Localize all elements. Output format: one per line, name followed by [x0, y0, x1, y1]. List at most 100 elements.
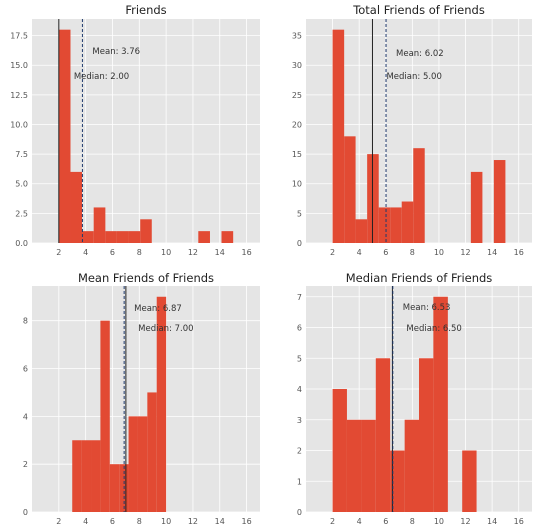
mean-friends-of-friends-bar — [137, 416, 148, 512]
total-friends-of-friends-mean-annotation: Mean: 6.02 — [396, 49, 444, 59]
median-friends-of-friends-y-tick-label: 4 — [297, 385, 302, 394]
total-friends-of-friends-x-tick-label: 12 — [460, 248, 470, 257]
friends-histogram-panel: Mean: 3.76 Median: 2.00 2 4 6 8 10 12 14 16 0.0 2.5… — [10, 3, 260, 257]
friends-y-tick-label: 10.0 — [10, 120, 28, 129]
total-friends-of-friends-x-tick-label: 16 — [514, 248, 524, 257]
mean-friends-of-friends-bar — [72, 440, 82, 512]
mean-friends-of-friends-x-tick-label: 4 — [83, 517, 88, 526]
friends-y-tick-label: 17.5 — [10, 32, 28, 41]
median-friends-of-friends-bar — [361, 419, 376, 512]
total-friends-of-friends-y-tick-label: 0 — [297, 239, 302, 248]
median-friends-of-friends-chart-title: Median Friends of Friends — [346, 271, 493, 285]
mean-friends-of-friends-y-tick-label: 8 — [23, 317, 28, 326]
total-friends-of-friends-x-tick-label: 14 — [487, 248, 497, 257]
total-friends-of-friends-bar — [470, 171, 483, 243]
median-friends-of-friends-bar — [332, 389, 347, 512]
median-friends-of-friends-y-tick-label: 3 — [297, 416, 302, 425]
mean-friends-of-friends-bar — [156, 296, 167, 512]
total-friends-of-friends-bar — [493, 160, 506, 243]
total-friends-of-friends-y-tick-label: 15 — [292, 150, 302, 159]
friends-bar — [70, 171, 83, 243]
mean-friends-of-friends-x-tick-label: 8 — [137, 517, 142, 526]
median-friends-of-friends-y-tick-label: 5 — [297, 354, 302, 363]
mean-friends-of-friends-chart-title: Mean Friends of Friends — [78, 271, 214, 285]
friends-x-tick-label: 14 — [215, 248, 225, 257]
median-friends-of-friends-bar — [462, 450, 477, 512]
mean-friends-of-friends-bar — [147, 392, 157, 512]
friends-bar — [105, 231, 117, 243]
total-friends-of-friends-bar — [378, 207, 391, 243]
friends-y-tick-label: 0.0 — [15, 239, 28, 248]
friends-y-tick-label: 5.0 — [15, 180, 28, 189]
mean-friends-of-friends-y-tick-label: 4 — [23, 412, 28, 421]
total-friends-of-friends-bar — [390, 207, 402, 243]
friends-x-tick-label: 8 — [137, 248, 142, 257]
total-friends-of-friends-histogram-panel: Mean: 6.02 Median: 5.00 2 4 6 8 10 12 14 16 0 5 10 15… — [292, 3, 532, 257]
median-friends-of-friends-x-tick-label: 8 — [410, 517, 415, 526]
mean-friends-of-friends-x-tick-label: 16 — [241, 517, 251, 526]
median-friends-of-friends-y-tick-label: 7 — [297, 293, 302, 302]
friends-bar — [58, 29, 71, 243]
friends-bar — [140, 219, 152, 243]
median-friends-of-friends-mean-annotation: Mean: 6.53 — [403, 303, 451, 313]
total-friends-of-friends-bar — [344, 136, 356, 243]
median-friends-of-friends-bar — [404, 419, 419, 512]
mean-friends-of-friends-bar — [109, 464, 120, 512]
friends-chart-title: Friends — [125, 3, 166, 17]
median-friends-of-friends-x-tick-label: 16 — [514, 517, 524, 526]
mean-friends-of-friends-y-tick-label: 2 — [23, 460, 28, 469]
mean-friends-of-friends-bar — [128, 416, 138, 512]
total-friends-of-friends-bar — [413, 148, 425, 243]
total-friends-of-friends-chart-title: Total Friends of Friends — [352, 3, 485, 17]
mean-friends-of-friends-bar — [81, 440, 92, 512]
total-friends-of-friends-y-tick-label: 25 — [292, 91, 302, 100]
friends-mean-annotation: Mean: 3.76 — [92, 47, 140, 57]
total-friends-of-friends-y-tick-label: 30 — [292, 61, 302, 70]
total-friends-of-friends-x-tick-label: 2 — [330, 248, 335, 257]
median-friends-of-friends-x-tick-label: 10 — [434, 517, 444, 526]
mean-friends-of-friends-bar — [91, 440, 101, 512]
total-friends-of-friends-y-tick-label: 20 — [292, 120, 302, 129]
total-friends-of-friends-y-tick-label: 10 — [292, 180, 302, 189]
friends-x-tick-label: 12 — [188, 248, 198, 257]
total-friends-of-friends-x-tick-label: 10 — [434, 248, 444, 257]
friends-median-annotation: Median: 2.00 — [74, 72, 129, 82]
median-friends-of-friends-bar — [419, 358, 434, 512]
friends-y-tick-label: 12.5 — [10, 91, 28, 100]
total-friends-of-friends-bar — [401, 201, 414, 243]
friends-bar — [128, 231, 141, 243]
mean-friends-of-friends-x-tick-label: 10 — [161, 517, 171, 526]
median-friends-of-friends-y-tick-label: 1 — [297, 477, 302, 486]
median-friends-of-friends-bar — [390, 450, 405, 512]
median-friends-of-friends-x-tick-label: 6 — [383, 517, 388, 526]
mean-friends-of-friends-y-tick-label: 0 — [23, 508, 28, 517]
friends-y-tick-label: 7.5 — [15, 150, 28, 159]
mean-friends-of-friends-median-annotation: Median: 7.00 — [138, 324, 193, 334]
mean-friends-of-friends-x-tick-label: 14 — [215, 517, 225, 526]
median-friends-of-friends-y-tick-label: 6 — [297, 324, 302, 333]
mean-friends-of-friends-x-tick-label: 2 — [56, 517, 61, 526]
total-friends-of-friends-y-tick-label: 5 — [297, 209, 302, 218]
friends-bar — [198, 231, 210, 243]
total-friends-of-friends-x-tick-label: 6 — [383, 248, 388, 257]
median-friends-of-friends-median-annotation: Median: 6.50 — [406, 324, 461, 334]
friends-y-tick-label: 15.0 — [10, 61, 28, 70]
mean-friends-of-friends-x-tick-label: 6 — [110, 517, 115, 526]
friends-x-tick-label: 4 — [83, 248, 88, 257]
friends-bar — [221, 231, 234, 243]
total-friends-of-friends-bar — [332, 29, 345, 243]
friends-bar — [116, 231, 129, 243]
friends-x-tick-label: 2 — [56, 248, 61, 257]
friends-x-tick-label: 16 — [241, 248, 251, 257]
friends-bar — [93, 207, 106, 243]
mean-friends-of-friends-histogram-panel: Mean: 6.87 Median: 7.00 2 4 6 8 10 12 14 16 0 2 4 6 8 M… — [23, 271, 260, 526]
friends-x-tick-label: 6 — [110, 248, 115, 257]
mean-friends-of-friends-y-tick-label: 6 — [23, 365, 28, 374]
mean-friends-of-friends-mean-annotation: Mean: 6.87 — [134, 304, 182, 314]
total-friends-of-friends-bar — [355, 219, 368, 243]
median-friends-of-friends-x-tick-label: 14 — [487, 517, 497, 526]
median-friends-of-friends-y-tick-label: 2 — [297, 447, 302, 456]
median-friends-of-friends-x-tick-label: 2 — [330, 517, 335, 526]
friends-y-tick-label: 2.5 — [15, 209, 28, 218]
